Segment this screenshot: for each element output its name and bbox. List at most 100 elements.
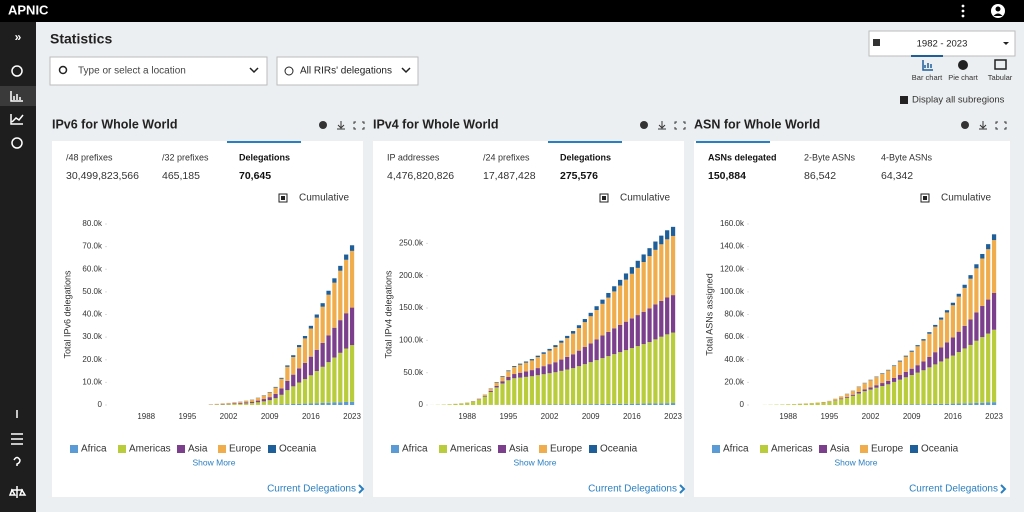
bar-segment	[529, 359, 535, 361]
y-tick-label: 140.0k	[720, 242, 745, 251]
bar-segment	[903, 356, 908, 372]
stat-label[interactable]: ASNs delegated	[708, 152, 777, 162]
checkbox[interactable]	[900, 96, 908, 104]
legend-label[interactable]: Oceania	[279, 444, 317, 455]
stat-label[interactable]: IP addresses	[387, 152, 440, 162]
legend-swatch[interactable]	[712, 445, 720, 453]
fullscreen-icon[interactable]	[674, 121, 686, 130]
legend-label[interactable]: Asia	[188, 444, 208, 455]
logo[interactable]: APNIC	[8, 2, 49, 17]
legend-swatch[interactable]	[391, 445, 399, 453]
bar-segment	[962, 284, 967, 288]
current-delegations-link[interactable]: Current Delegations	[267, 484, 356, 495]
bar-segment	[874, 387, 879, 405]
view-button[interactable]: Pie chart	[948, 73, 979, 82]
fullscreen-icon[interactable]	[353, 121, 365, 130]
legend-swatch[interactable]	[118, 445, 126, 453]
info-icon[interactable]	[961, 121, 969, 129]
menu-dots[interactable]	[961, 4, 965, 18]
bar-segment	[986, 244, 991, 250]
rir-select[interactable]	[276, 56, 419, 86]
y-tick-label: 60.0k	[724, 332, 745, 341]
legend-swatch[interactable]	[218, 445, 226, 453]
legend-label[interactable]: Europe	[550, 444, 583, 455]
bar-segment	[332, 278, 337, 283]
nav-icons[interactable]	[8, 65, 27, 498]
bar-segment	[618, 324, 623, 353]
legend-label[interactable]: Europe	[871, 444, 904, 455]
current-delegations-link[interactable]: Current Delegations	[588, 484, 677, 495]
legend-swatch[interactable]	[760, 445, 768, 453]
download-icon[interactable]	[337, 121, 345, 130]
legend-label[interactable]: Africa	[723, 444, 749, 455]
bar-segment	[903, 404, 908, 405]
stat-label[interactable]: /32 prefixes	[162, 152, 209, 162]
legend-swatch[interactable]	[819, 445, 827, 453]
show-more[interactable]: Show More	[193, 457, 236, 467]
legend-label[interactable]: Oceania	[921, 444, 959, 455]
legend-label[interactable]: Americas	[450, 444, 492, 455]
legend-swatch[interactable]	[268, 445, 276, 453]
stat-label[interactable]: /48 prefixes	[66, 152, 113, 162]
legend-swatch[interactable]	[177, 445, 185, 453]
subregions-label: Display all subregions	[912, 95, 1005, 106]
bar-segment	[447, 404, 452, 405]
legend-swatch[interactable]	[589, 445, 597, 453]
legend-swatch[interactable]	[910, 445, 918, 453]
user-icon[interactable]	[991, 4, 1005, 18]
download-icon[interactable]	[979, 121, 987, 130]
legend-label[interactable]: Europe	[229, 444, 262, 455]
bar-segment	[991, 402, 997, 405]
legend-label[interactable]: Africa	[81, 444, 107, 455]
legend-label[interactable]: Oceania	[600, 444, 638, 455]
date-range-select[interactable]	[868, 30, 1016, 57]
checkbox[interactable]	[278, 193, 288, 203]
bar-segment	[314, 349, 319, 372]
show-more[interactable]: Show More	[514, 457, 557, 467]
legend-label[interactable]: Americas	[129, 444, 171, 455]
bar-segment	[273, 387, 278, 394]
show-more[interactable]: Show More	[835, 457, 878, 467]
stat-label[interactable]: Delegations	[239, 152, 290, 162]
bar-segment	[314, 314, 319, 318]
stat-label[interactable]: /24 prefixes	[483, 152, 530, 162]
legend-label[interactable]: Americas	[771, 444, 813, 455]
bar-segment	[308, 403, 314, 405]
download-icon[interactable]	[658, 121, 666, 130]
legend-label[interactable]: Asia	[509, 444, 529, 455]
bar-segment	[279, 378, 284, 389]
checkbox[interactable]	[920, 193, 930, 203]
stat-label[interactable]: Delegations	[560, 152, 611, 162]
bar-segment	[886, 370, 891, 381]
expand-icon[interactable]: »	[15, 30, 22, 44]
bar-segment	[529, 376, 535, 405]
stat-label[interactable]: 2-Byte ASNs	[804, 152, 856, 162]
stat-label[interactable]: 4-Byte ASNs	[881, 152, 933, 162]
legend-swatch[interactable]	[860, 445, 868, 453]
bar-segment	[968, 319, 973, 345]
current-delegations-link[interactable]: Current Delegations	[909, 484, 998, 495]
bar-segment	[529, 370, 535, 377]
location-input[interactable]	[49, 56, 268, 86]
checkbox[interactable]	[599, 193, 609, 203]
legend-label[interactable]: Asia	[830, 444, 850, 455]
bar-segment	[665, 297, 670, 335]
legend-swatch[interactable]	[498, 445, 506, 453]
legend-swatch[interactable]	[539, 445, 547, 453]
bar-segment	[279, 388, 284, 395]
legend-label[interactable]: Africa	[402, 444, 428, 455]
panel	[52, 141, 363, 497]
bar-segment	[921, 404, 926, 405]
fullscreen-icon[interactable]	[995, 121, 1007, 130]
bar-segment	[494, 387, 499, 405]
legend-swatch[interactable]	[439, 445, 447, 453]
bar-segment	[279, 404, 284, 405]
view-button[interactable]: Bar chart	[912, 73, 943, 82]
bar-segment	[962, 348, 967, 404]
legend-swatch[interactable]	[70, 445, 78, 453]
bar-segment	[786, 404, 791, 405]
info-icon[interactable]	[319, 121, 327, 129]
bar-segment	[647, 248, 652, 257]
view-button[interactable]: Tabular	[988, 73, 1013, 82]
info-icon[interactable]	[640, 121, 648, 129]
